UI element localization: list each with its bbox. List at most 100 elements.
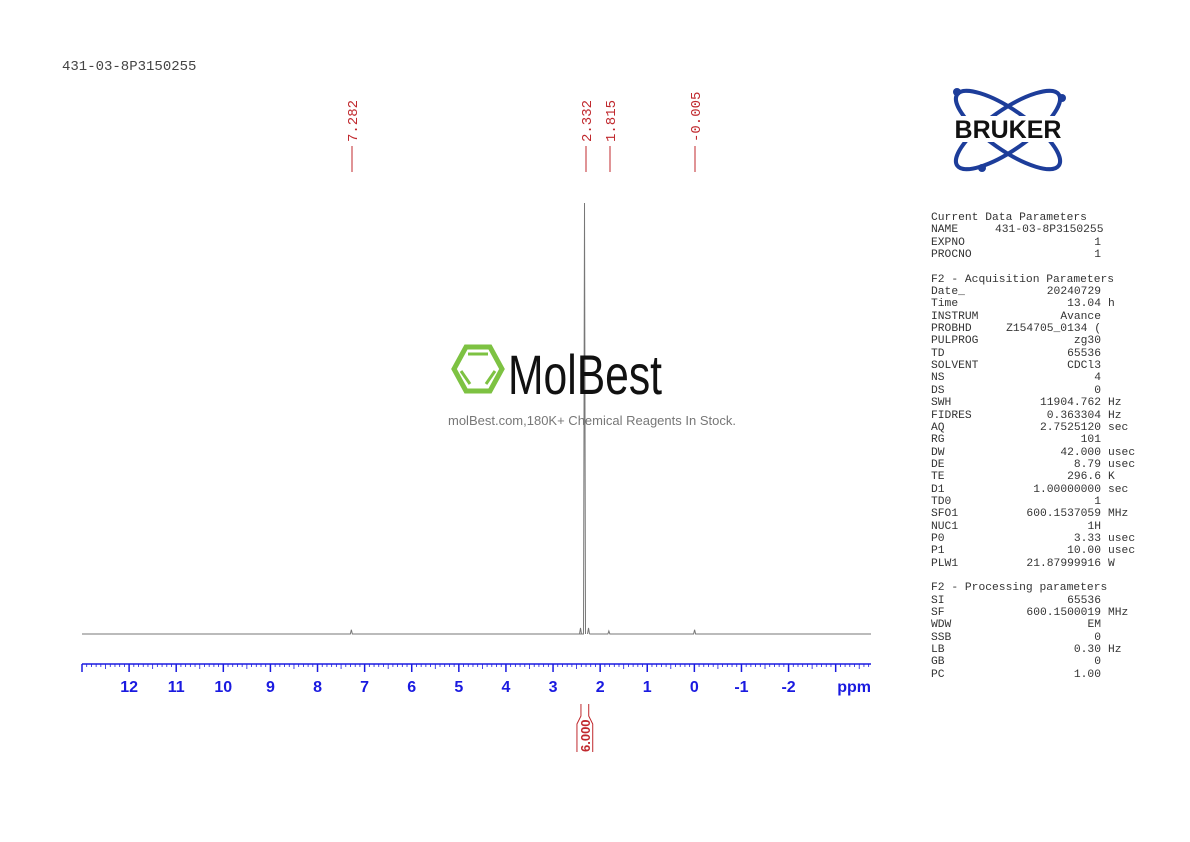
param-row: FIDRES 0.363304 Hz — [931, 410, 1135, 422]
param-row: PULPROG zg30 — [931, 335, 1135, 347]
param-row: P0 3.33 usec — [931, 533, 1135, 545]
param-unit — [1101, 595, 1108, 607]
sample-name: 431-03-8P3150255 — [62, 59, 197, 75]
param-row: NS 4 — [931, 372, 1135, 384]
x-tick-label: 8 — [313, 679, 322, 696]
param-row: EXPNO 1 — [931, 237, 1135, 249]
molbest-logo-icon: MolBest — [451, 343, 662, 406]
param-value: 8.79 — [1073, 458, 1101, 471]
param-unit: MHz — [1108, 508, 1129, 521]
molbest-watermark: MolBest — [448, 340, 748, 406]
param-row: PC 1.00 — [931, 669, 1135, 681]
param-row: NAME 431-03-8P3150255 — [931, 224, 1135, 236]
peak-label: 1.815 — [604, 100, 620, 142]
param-unit — [1101, 323, 1108, 335]
param-value: CDCl3 — [1067, 360, 1101, 373]
param-label: WDW — [931, 619, 952, 632]
bruker-logo-text: BRUKER — [955, 116, 1062, 144]
param-value: 1.00000000 — [1033, 483, 1101, 496]
param-value: 1 — [1094, 249, 1101, 262]
x-tick-label: 7 — [360, 679, 369, 696]
param-value: 0.30 — [1073, 644, 1101, 657]
param-value: 65536 — [1067, 594, 1101, 607]
param-row: TD0 1 — [931, 496, 1135, 508]
param-unit: sec — [1108, 421, 1129, 434]
param-unit — [1101, 372, 1108, 384]
watermark-tagline: molBest.com,180K+ Chemical Reagents In S… — [448, 413, 736, 428]
integral-value: 6.000 — [578, 719, 593, 752]
param-unit: W — [1108, 557, 1115, 570]
param-row: SWH 11904.762 Hz — [931, 397, 1135, 409]
param-value: 600.1537059 — [1026, 508, 1101, 521]
param-value: 10.00 — [1067, 545, 1101, 558]
param-row: PROBHD Z154705_0134 ( — [931, 323, 1135, 335]
x-tick-label: -1 — [734, 679, 748, 696]
param-unit: Hz — [1108, 409, 1122, 422]
param-value: 13.04 — [1067, 298, 1101, 311]
param-unit — [1101, 656, 1108, 668]
param-label: SWH — [931, 397, 952, 410]
param-value: 296.6 — [1067, 471, 1101, 484]
param-unit: Hz — [1108, 397, 1122, 410]
param-unit — [1101, 335, 1108, 347]
param-section-title: Current Data Parameters — [931, 212, 1087, 224]
param-label: AQ — [931, 421, 945, 434]
param-row: PLW1 21.87999916 W — [931, 558, 1135, 570]
param-label: RG — [931, 434, 945, 447]
param-label: P0 — [931, 532, 945, 545]
peak-label: -0.005 — [689, 92, 705, 142]
param-row: SSB 0 — [931, 632, 1135, 644]
param-row: SOLVENT CDCl3 — [931, 360, 1135, 372]
param-label: SFO1 — [931, 508, 959, 521]
x-tick-label: 2 — [596, 679, 605, 696]
param-row: SI 65536 — [931, 595, 1135, 607]
param-label: DE — [931, 458, 945, 471]
param-label: TD — [931, 347, 945, 360]
x-tick-label: 6 — [407, 679, 416, 696]
param-row: D1 1.00000000 sec — [931, 484, 1135, 496]
param-value: 1.00 — [1073, 668, 1101, 681]
param-label: SSB — [931, 631, 952, 644]
x-tick-label: -2 — [781, 679, 795, 696]
param-row: Time 13.04 h — [931, 298, 1135, 310]
peak-label: 7.282 — [346, 100, 362, 142]
param-value: 600.1500019 — [1026, 607, 1101, 619]
param-label: Time — [931, 298, 959, 311]
param-value: Z154705_0134 ( — [1006, 323, 1101, 336]
param-row: DE 8.79 usec — [931, 459, 1135, 471]
x-tick-label: 5 — [454, 679, 463, 696]
param-value: 1H — [1087, 520, 1101, 533]
param-label: SF — [931, 607, 945, 619]
param-value: 65536 — [1067, 347, 1101, 360]
param-label: DS — [931, 384, 945, 397]
integral-bracket — [576, 704, 594, 752]
x-tick-label: 12 — [120, 679, 138, 696]
param-row: Date_ 20240729 — [931, 286, 1135, 298]
param-row: TE 296.6 K — [931, 471, 1135, 483]
param-label: D1 — [931, 483, 945, 496]
param-row: INSTRUM Avance — [931, 311, 1135, 323]
param-value: 1 — [1094, 236, 1101, 249]
param-value: 11904.762 — [1039, 397, 1101, 410]
parameter-table: Current Data Parameters NAME 431-03-8P3150… — [931, 212, 1135, 681]
param-label: SI — [931, 594, 945, 607]
param-row: P1 10.00 usec — [931, 545, 1135, 557]
param-unit — [1101, 237, 1108, 249]
param-unit — [1101, 385, 1108, 397]
param-label: INSTRUM — [931, 310, 979, 323]
param-label: PLW1 — [931, 557, 959, 570]
x-tick-label: 9 — [266, 679, 275, 696]
param-unit — [1101, 360, 1108, 372]
x-axis-label: ppm — [837, 679, 871, 696]
param-label: PROBHD — [931, 323, 972, 336]
x-tick-label: 1 — [643, 679, 652, 696]
param-label: DW — [931, 446, 945, 459]
param-value: 2.7525120 — [1039, 421, 1101, 434]
param-value: 431-03-8P3150255 — [995, 224, 1104, 237]
param-unit: usec — [1108, 446, 1136, 459]
spectrum-trace — [82, 202, 871, 635]
param-unit — [1101, 632, 1108, 644]
param-label: NS — [931, 372, 945, 385]
param-label: NUC1 — [931, 520, 959, 533]
